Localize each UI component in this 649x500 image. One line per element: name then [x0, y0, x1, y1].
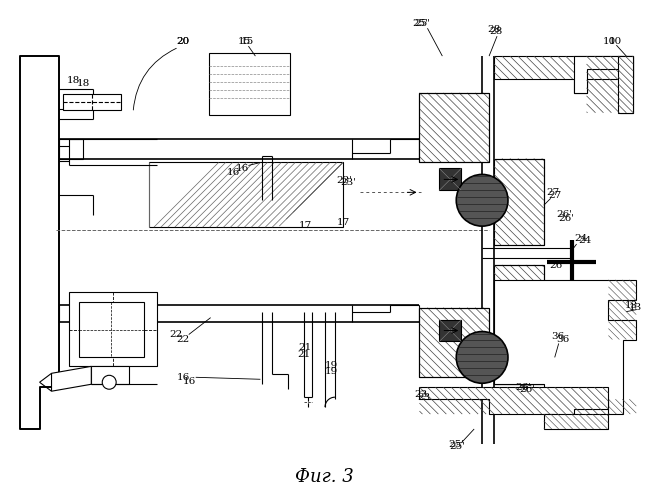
Text: 25': 25': [448, 440, 464, 450]
Text: 13: 13: [624, 301, 637, 310]
Text: 18: 18: [66, 76, 80, 86]
Bar: [92, 366, 129, 384]
Text: 21: 21: [297, 350, 310, 359]
Polygon shape: [419, 308, 489, 378]
Text: 19: 19: [325, 361, 338, 370]
Text: 24: 24: [578, 236, 592, 244]
Text: 10: 10: [608, 36, 622, 46]
Bar: [439, 320, 461, 342]
Text: 17: 17: [299, 220, 312, 230]
Text: 21: 21: [298, 343, 312, 352]
Text: 20: 20: [176, 36, 189, 46]
Text: 23: 23: [417, 392, 431, 402]
Bar: [149, 162, 343, 227]
Text: Фиг. 3: Фиг. 3: [295, 468, 353, 485]
Text: 28: 28: [489, 26, 502, 36]
Text: 26': 26': [515, 382, 531, 392]
Polygon shape: [494, 56, 633, 93]
Circle shape: [103, 376, 116, 389]
Bar: [64, 94, 121, 110]
Bar: [618, 56, 633, 113]
Bar: [544, 414, 608, 429]
Text: 16: 16: [177, 373, 190, 382]
Circle shape: [456, 332, 508, 384]
Text: 26': 26': [550, 262, 566, 270]
Text: 24: 24: [574, 234, 588, 242]
Text: 19: 19: [325, 367, 338, 376]
Text: 25': 25': [413, 19, 428, 28]
Text: 36: 36: [557, 335, 570, 344]
Text: 15: 15: [238, 36, 251, 46]
Text: 25': 25': [415, 19, 430, 28]
Bar: [79, 302, 144, 358]
Text: 26': 26': [519, 384, 535, 394]
Text: 26': 26': [557, 210, 572, 218]
Text: 23: 23: [415, 390, 428, 398]
Text: 22: 22: [169, 330, 182, 339]
Text: 17: 17: [337, 218, 350, 226]
Text: 36: 36: [552, 332, 565, 341]
Polygon shape: [574, 56, 633, 113]
Text: 22: 22: [176, 335, 189, 344]
Polygon shape: [494, 158, 544, 245]
Circle shape: [456, 174, 508, 226]
Polygon shape: [419, 93, 489, 162]
Text: 23': 23': [336, 176, 352, 185]
Polygon shape: [19, 56, 60, 429]
Text: 16: 16: [227, 168, 239, 177]
Polygon shape: [419, 387, 608, 424]
Bar: [439, 168, 461, 190]
Text: 25': 25': [449, 442, 465, 452]
Text: 23': 23': [340, 178, 356, 187]
Polygon shape: [51, 366, 92, 391]
Polygon shape: [494, 280, 636, 414]
Bar: [208, 53, 290, 115]
Text: 20: 20: [176, 36, 189, 46]
Bar: [69, 292, 157, 366]
Text: 18: 18: [77, 80, 90, 88]
Text: 26': 26': [559, 214, 575, 222]
Text: 10: 10: [602, 36, 616, 46]
Text: 28: 28: [487, 24, 500, 34]
Text: 16: 16: [236, 164, 249, 173]
Text: 27: 27: [549, 191, 562, 200]
Text: 13: 13: [628, 303, 642, 312]
Text: 27: 27: [546, 188, 560, 197]
Text: 15: 15: [241, 36, 254, 46]
Polygon shape: [494, 265, 544, 384]
Text: 16: 16: [183, 377, 196, 386]
